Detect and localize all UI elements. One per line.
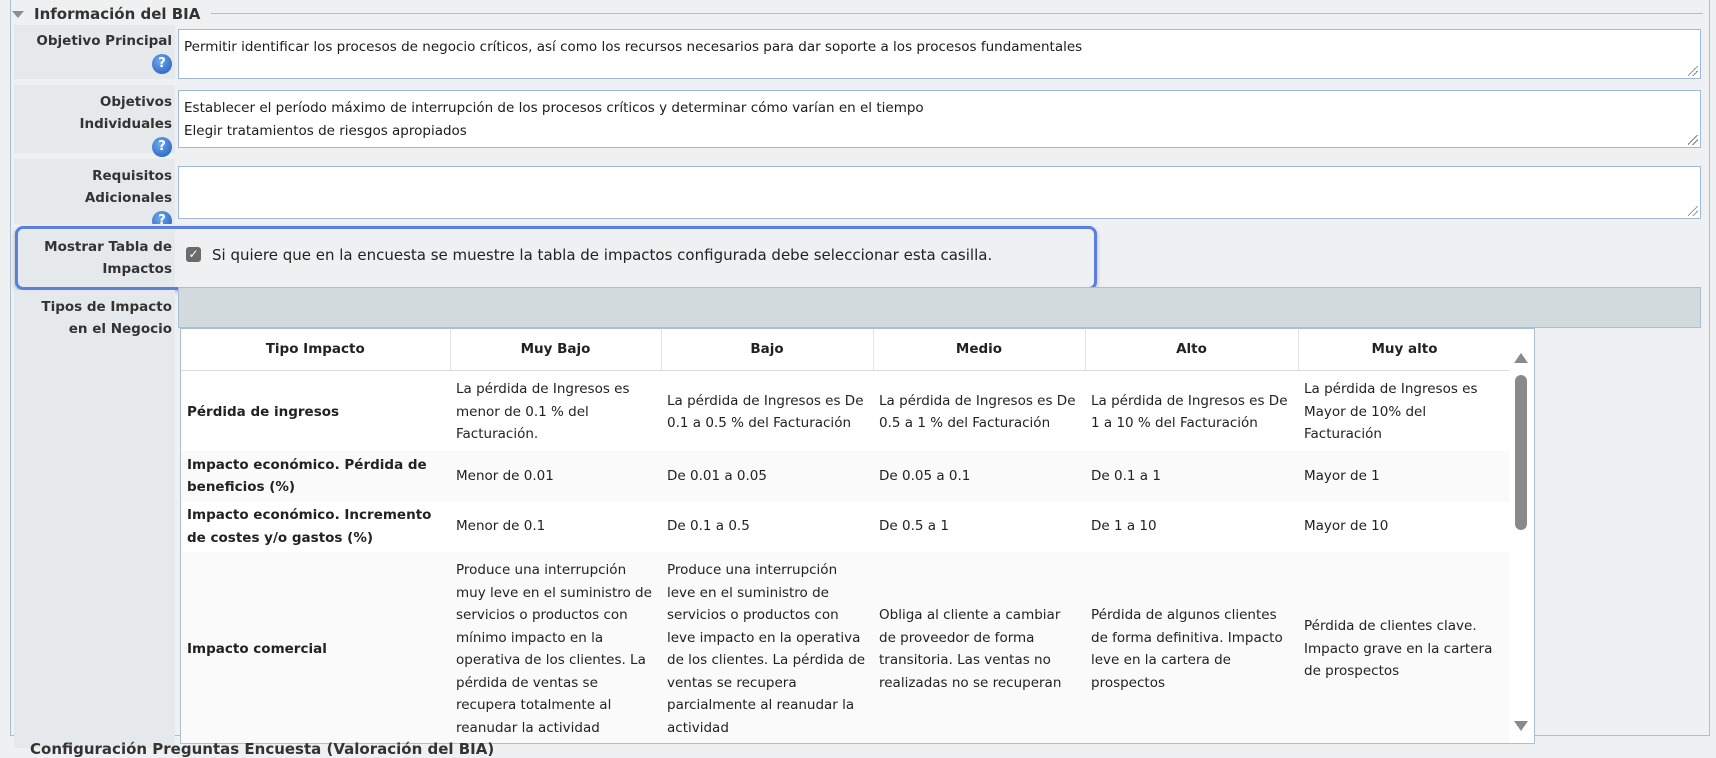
cell: La pérdida de Ingresos es De 0.5 a 1 % d… [879, 392, 1076, 432]
section-title: Información del BIA [34, 5, 201, 23]
cell: Pérdida de ingresos [187, 403, 340, 420]
scroll-up-arrow-icon[interactable] [1514, 353, 1528, 363]
mostrar-tabla-checkbox[interactable]: ✓ [186, 247, 201, 262]
cell: Pérdida de algunos clientes de forma def… [1085, 551, 1298, 743]
objetivos-individuales-label: Objetivos Individuales ? [14, 85, 175, 157]
table-body-scroll: Pérdida de ingresos La pérdida de Ingres… [181, 371, 1534, 743]
legend-divider [211, 13, 1703, 14]
cell: Produce una interrupción muy leve en el … [450, 551, 661, 743]
scrollbar-thumb[interactable] [1515, 375, 1527, 530]
col-header[interactable]: Muy alto [1298, 329, 1512, 371]
col-header[interactable]: Alto [1085, 329, 1299, 371]
requisitos-adicionales-textarea[interactable] [178, 166, 1701, 219]
resize-grip-icon[interactable] [1688, 135, 1698, 145]
help-icon[interactable]: ? [152, 137, 172, 157]
cell: De 0.5 a 1 [879, 518, 949, 535]
tipos-impacto-label: Tipos de Impacto en el Negocio [14, 290, 175, 748]
table-toolbar [178, 287, 1701, 328]
cell: La pérdida de Ingresos es De 0.1 a 0.5 %… [667, 392, 864, 432]
requisitos-adicionales-label: Requisitos Adicionales ? [14, 159, 175, 224]
cell: De 1 a 10 [1091, 518, 1157, 535]
cell: De 0.1 a 1 [1085, 450, 1298, 502]
cell: De 0.01 a 0.05 [661, 450, 873, 502]
cell: Produce una interrupción leve en el sumi… [661, 551, 873, 743]
table-row[interactable]: Impacto económico. Pérdida de beneficios… [181, 450, 1511, 502]
cell: La pérdida de Ingresos es menor de 0.1 %… [456, 381, 630, 443]
help-icon[interactable]: ? [152, 211, 172, 224]
label-text: Objetivos Individuales [79, 94, 172, 132]
cell: Impacto comercial [181, 551, 450, 743]
col-header[interactable]: Medio [873, 329, 1086, 371]
table-row[interactable]: Impacto comercial Produce una interrupci… [181, 551, 1511, 743]
objetivo-principal-textarea[interactable]: Permitir identificar los procesos de neg… [178, 29, 1701, 79]
section-header[interactable]: Información del BIA [12, 3, 207, 25]
table-row[interactable]: Impacto económico. Incremento de costes … [181, 502, 1511, 552]
objetivo-principal-label: Objetivo Principal ? [14, 24, 175, 79]
mostrar-tabla-description: Si quiere que en la encuesta se muestre … [212, 246, 993, 264]
cell: Menor de 0.01 [450, 450, 661, 502]
cell: La pérdida de Ingresos es De 1 a 10 % de… [1091, 392, 1288, 432]
label-text: Tipos de Impacto en el Negocio [41, 299, 172, 337]
impact-table: Tipo Impacto Muy Bajo Bajo Medio Alto Mu… [180, 328, 1535, 744]
cell: Impacto económico. Pérdida de beneficios… [181, 450, 450, 502]
objetivos-individuales-textarea[interactable]: Establecer el período máximo de interrup… [178, 90, 1701, 148]
scroll-down-arrow-icon[interactable] [1514, 721, 1528, 731]
table-row[interactable]: Pérdida de ingresos La pérdida de Ingres… [181, 374, 1511, 451]
resize-grip-icon[interactable] [1688, 206, 1698, 216]
next-section-header[interactable]: Configuración Preguntas Encuesta (Valora… [30, 740, 495, 758]
cell: Obliga al cliente a cambiar de proveedor… [873, 551, 1085, 743]
cell: Impacto económico. Incremento de costes … [187, 507, 432, 546]
cell: De 0.05 a 0.1 [873, 450, 1085, 502]
col-header[interactable]: Muy Bajo [450, 329, 662, 371]
mostrar-tabla-label: Mostrar Tabla de Impactos [14, 230, 175, 287]
triangle-down-icon[interactable] [12, 10, 24, 18]
label-text: Objetivo Principal [36, 33, 172, 49]
label-text: Mostrar Tabla de Impactos [44, 239, 172, 277]
cell: Mayor de 10 [1304, 518, 1389, 535]
help-icon[interactable]: ? [152, 54, 172, 74]
col-header[interactable]: Bajo [661, 329, 874, 371]
textarea-value: Establecer el período máximo de interrup… [184, 100, 924, 139]
cell: Pérdida de clientes clave. Impacto grave… [1298, 551, 1511, 743]
resize-grip-icon[interactable] [1688, 66, 1698, 76]
cell: De 0.1 a 0.5 [667, 518, 750, 535]
cell: Mayor de 1 [1298, 450, 1511, 502]
label-text: Requisitos Adicionales [84, 168, 172, 206]
table-scrollbar[interactable] [1509, 329, 1534, 743]
table-header-row: Tipo Impacto Muy Bajo Bajo Medio Alto Mu… [181, 329, 1512, 371]
cell: La pérdida de Ingresos es Mayor de 10% d… [1304, 381, 1478, 443]
col-header[interactable]: Tipo Impacto [181, 329, 451, 371]
cell: Menor de 0.1 [456, 518, 546, 535]
textarea-value: Permitir identificar los procesos de neg… [184, 39, 1083, 55]
